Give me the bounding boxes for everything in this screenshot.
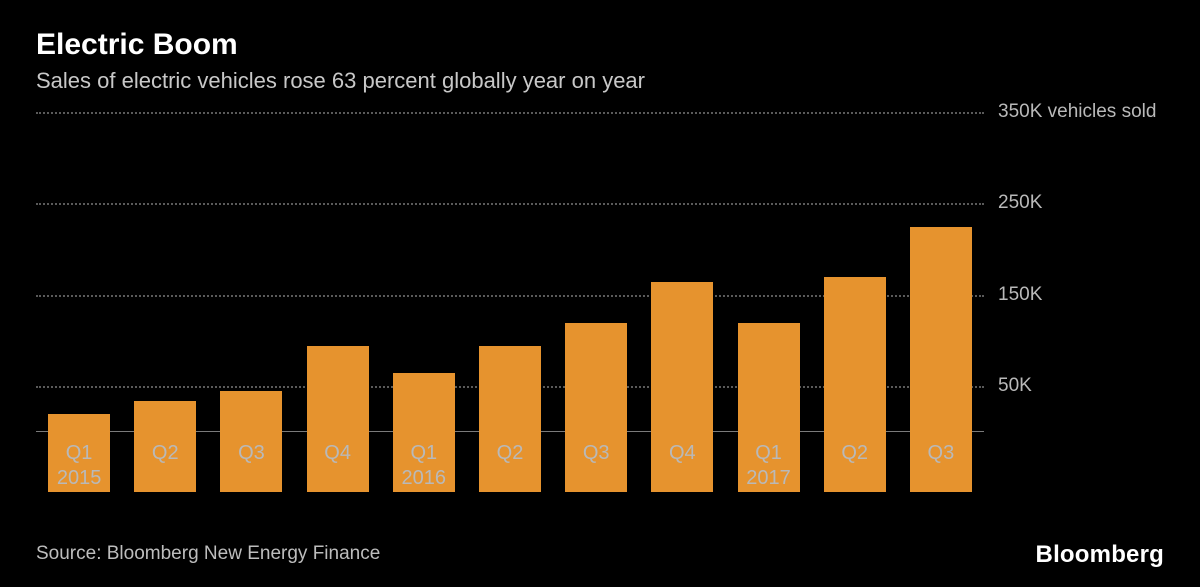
x-tick-year: 2017 <box>725 467 811 490</box>
x-tick-label: Q1 2017 <box>725 442 811 490</box>
x-tick-quarter: Q2 <box>841 442 868 464</box>
x-tick-quarter: Q1 <box>755 442 782 464</box>
x-tick-year: 2015 <box>36 467 122 490</box>
x-tick-quarter: Q2 <box>497 442 524 464</box>
chart-area: 50K150K250K350K vehicles sold Q12015Q2Q3… <box>36 112 1164 492</box>
x-tick-label: Q3 <box>208 442 294 465</box>
x-tick-label: Q1 2016 <box>381 442 467 490</box>
y-tick-label: 250K <box>998 192 1042 214</box>
chart-container: Electric Boom Sales of electric vehicles… <box>0 0 1200 587</box>
bar <box>479 346 541 492</box>
chart-subtitle: Sales of electric vehicles rose 63 perce… <box>36 68 1164 94</box>
brand-logo: Bloomberg <box>1036 541 1164 569</box>
x-tick-quarter: Q4 <box>669 442 696 464</box>
bar <box>565 323 627 492</box>
y-tick-label: 50K <box>998 375 1032 397</box>
x-tick-label: Q2 <box>812 442 898 465</box>
x-tick-quarter: Q3 <box>238 442 265 464</box>
x-tick-label: Q2 <box>467 442 553 465</box>
x-tick-label: Q4 <box>639 442 725 465</box>
x-tick-quarter: Q4 <box>324 442 351 464</box>
gridline <box>36 112 984 114</box>
x-tick-label: Q2 <box>122 442 208 465</box>
chart-title: Electric Boom <box>36 28 1164 62</box>
x-tick-label: Q1 2015 <box>36 442 122 490</box>
x-tick-quarter: Q3 <box>928 442 955 464</box>
x-tick-label: Q4 <box>295 442 381 465</box>
source-text: Source: Bloomberg New Energy Finance <box>36 543 380 565</box>
x-tick-label: Q3 <box>898 442 984 465</box>
x-tick-quarter: Q1 <box>410 442 437 464</box>
y-tick-label: 350K vehicles sold <box>998 101 1156 123</box>
x-tick-quarter: Q1 <box>66 442 93 464</box>
y-tick-label: 150K <box>998 284 1042 306</box>
x-tick-quarter: Q3 <box>583 442 610 464</box>
x-tick-year: 2016 <box>381 467 467 490</box>
x-tick-label: Q3 <box>553 442 639 465</box>
x-tick-quarter: Q2 <box>152 442 179 464</box>
bar <box>307 346 369 492</box>
